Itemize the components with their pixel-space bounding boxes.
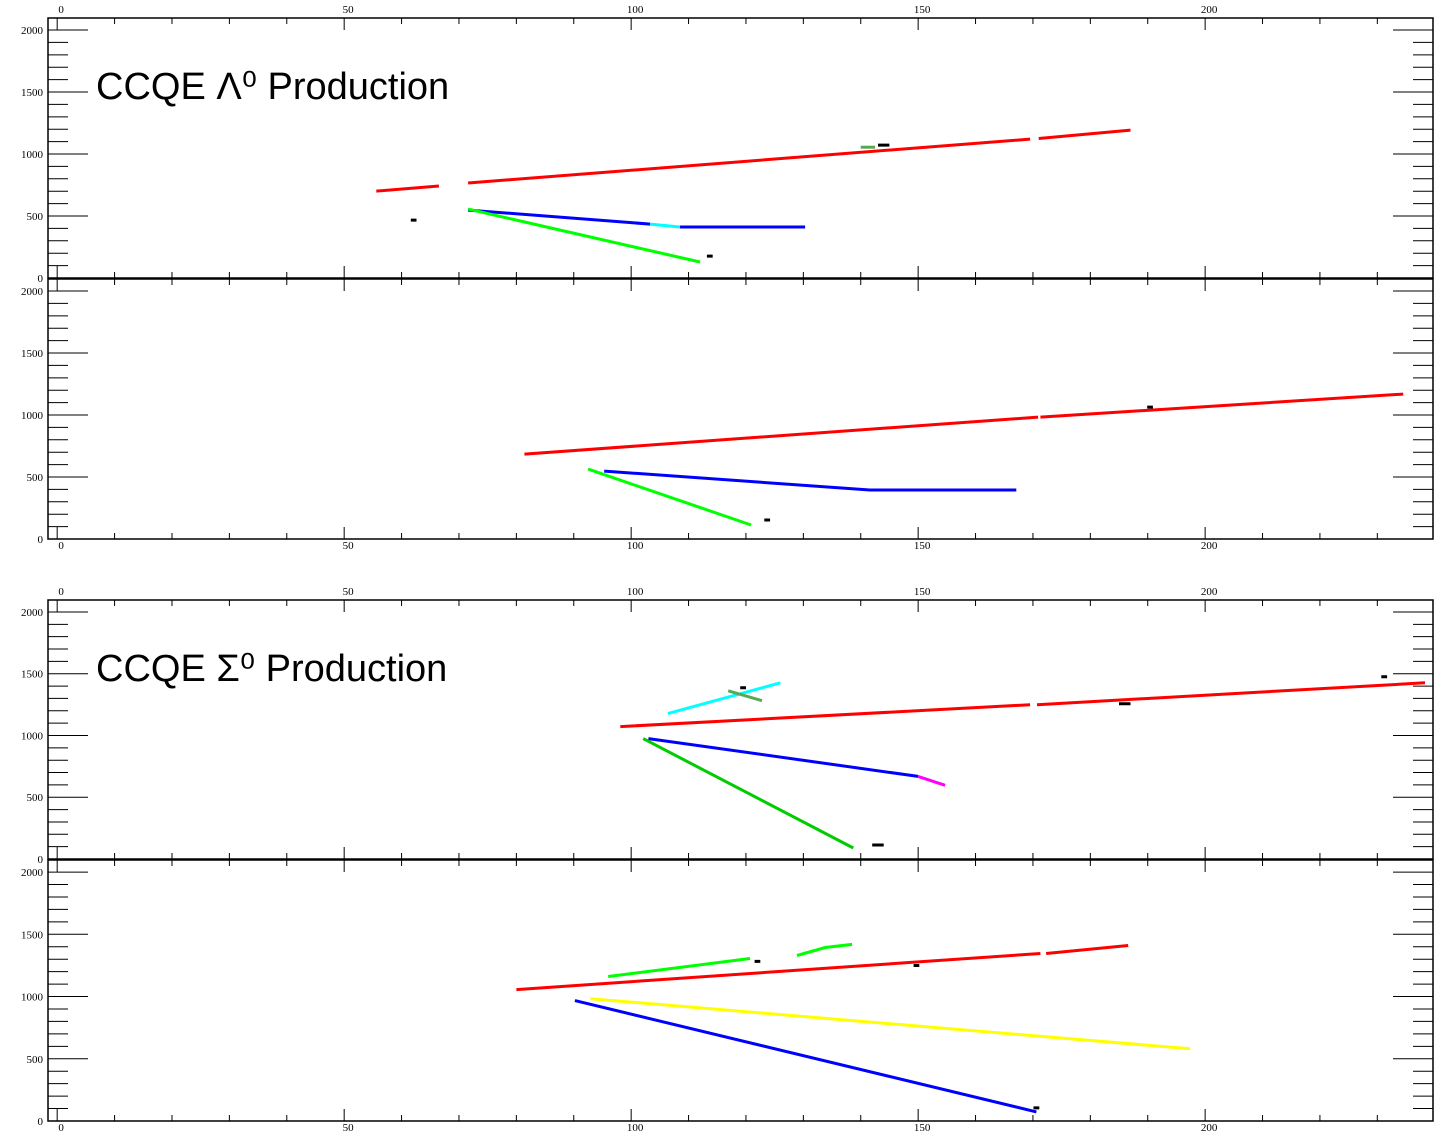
y-tick-label: 0: [38, 854, 44, 866]
track: [648, 739, 918, 777]
y-tick-label: 500: [27, 792, 44, 804]
x-tick-label: 150: [914, 540, 931, 552]
x-tick-label: 0: [58, 586, 64, 598]
y-tick-label: 500: [27, 1054, 44, 1066]
y-tick-label: 1000: [21, 149, 44, 161]
y-tick-label: 1000: [21, 730, 44, 742]
x-tick-label: 0: [58, 4, 64, 16]
y-tick-label: 2000: [21, 867, 44, 879]
x-tick-label: 100: [627, 4, 644, 16]
x-tick-label: 200: [1201, 586, 1218, 598]
y-tick-label: 1500: [21, 929, 44, 941]
track: [668, 683, 781, 714]
plot-frame: [48, 18, 1433, 278]
y-tick-label: 500: [27, 211, 44, 223]
x-tick-label: 150: [914, 4, 931, 16]
track: [643, 739, 853, 848]
chart: 0501001502000500100015002000CCQE Λ⁰ Prod…: [0, 0, 1437, 1135]
track: [376, 130, 1130, 191]
track: [590, 999, 1190, 1049]
track: [650, 224, 680, 227]
x-tick-label: 100: [627, 586, 644, 598]
y-tick-label: 1000: [21, 410, 44, 422]
track: [918, 776, 945, 785]
x-tick-label: 50: [343, 4, 355, 16]
x-tick-label: 50: [343, 586, 355, 598]
y-tick-label: 0: [38, 1116, 44, 1128]
plot-frame: [48, 279, 1433, 539]
y-tick-label: 0: [38, 273, 44, 285]
x-tick-label: 50: [343, 540, 355, 552]
track: [608, 944, 852, 976]
x-tick-label: 200: [1201, 1122, 1218, 1134]
track: [755, 961, 1040, 1108]
track: [524, 394, 1403, 454]
track: [516, 946, 1128, 990]
y-tick-label: 500: [27, 472, 44, 484]
plot-frame: [48, 860, 1433, 1121]
y-tick-label: 1500: [21, 348, 44, 360]
x-tick-label: 50: [343, 1122, 355, 1134]
y-tick-label: 2000: [21, 25, 44, 37]
plot-frame: [48, 600, 1433, 859]
track: [468, 209, 700, 262]
y-tick-label: 1000: [21, 992, 44, 1004]
x-tick-label: 200: [1201, 4, 1218, 16]
y-tick-label: 1500: [21, 669, 44, 681]
x-tick-label: 0: [58, 1122, 64, 1134]
track: [468, 210, 805, 227]
panel-title: CCQE Λ⁰ Production: [96, 66, 449, 108]
y-tick-label: 2000: [21, 607, 44, 619]
x-tick-label: 150: [914, 1122, 931, 1134]
y-tick-label: 1500: [21, 87, 44, 99]
y-tick-label: 2000: [21, 286, 44, 298]
x-tick-label: 200: [1201, 540, 1218, 552]
y-tick-label: 0: [38, 534, 44, 546]
track: [604, 471, 1016, 490]
x-tick-label: 100: [627, 1122, 644, 1134]
track: [620, 683, 1425, 727]
track: [588, 469, 751, 525]
panel-title: CCQE Σ⁰ Production: [96, 648, 447, 690]
page: {"chart_data":[ {"type":"line","title":"…: [0, 0, 1437, 1135]
x-tick-label: 150: [914, 586, 931, 598]
x-tick-label: 100: [627, 540, 644, 552]
x-tick-label: 0: [58, 540, 64, 552]
track: [411, 145, 890, 256]
